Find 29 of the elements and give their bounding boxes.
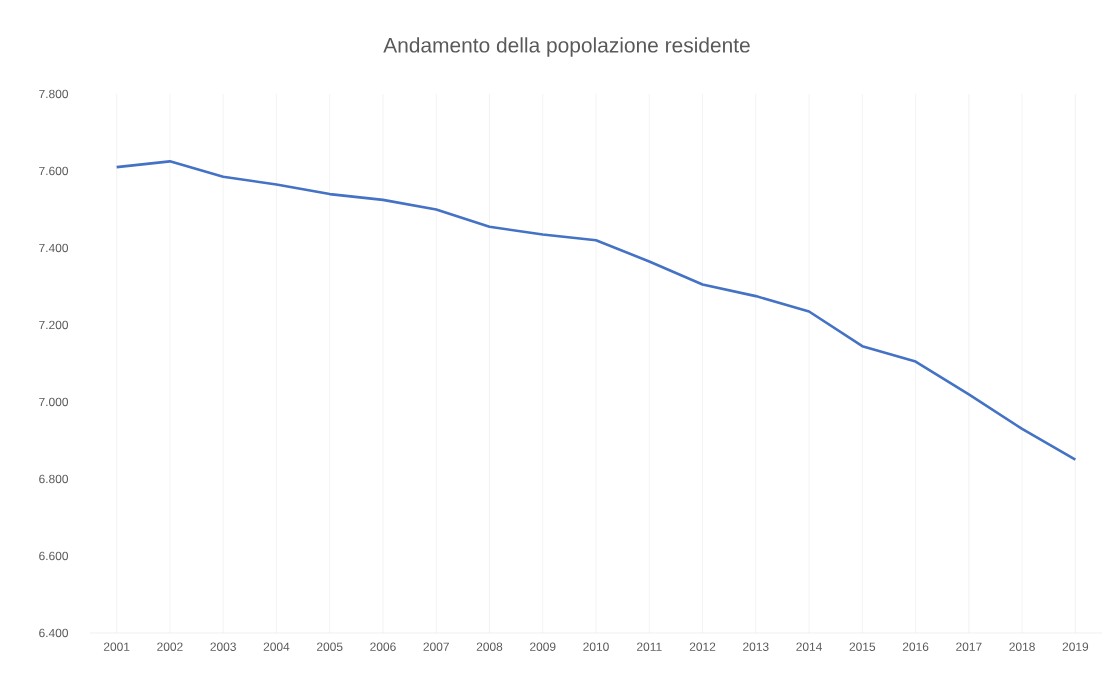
x-tick-label: 2009 xyxy=(530,642,556,651)
y-tick-label: 7.800 xyxy=(39,89,69,99)
y-tick-label: 6.800 xyxy=(39,474,69,484)
chart-title: Andamento della popolazione residente xyxy=(383,37,750,57)
x-tick-label: 2015 xyxy=(849,642,876,651)
y-tick-label: 7.000 xyxy=(39,397,69,407)
x-tick-label: 2010 xyxy=(583,642,609,651)
x-tick-label: 2004 xyxy=(263,642,290,651)
y-tick-label: 7.200 xyxy=(39,320,69,330)
x-tick-label: 2016 xyxy=(902,642,929,651)
y-tick-label: 6.400 xyxy=(39,628,69,638)
x-tick-label: 2017 xyxy=(956,642,982,651)
y-tick-label: 7.400 xyxy=(39,243,69,253)
y-tick-label: 6.600 xyxy=(39,551,69,561)
x-tick-label: 2019 xyxy=(1062,642,1089,651)
x-tick-label: 2001 xyxy=(103,642,130,651)
x-tick-label: 2003 xyxy=(210,642,236,651)
line-series xyxy=(115,160,1077,462)
x-tick-label: 2008 xyxy=(476,642,503,651)
x-tick-label: 2012 xyxy=(689,642,716,651)
x-tick-label: 2005 xyxy=(316,642,343,651)
x-tick-label: 2013 xyxy=(743,642,769,651)
x-tick-label: 2011 xyxy=(637,642,662,651)
x-tick-label: 2006 xyxy=(370,642,396,651)
x-tick-label: 2007 xyxy=(423,642,449,651)
y-tick-label: 7.600 xyxy=(39,166,69,176)
x-tick-label: 2018 xyxy=(1009,642,1035,651)
x-tick-label: 2002 xyxy=(157,642,183,651)
x-tick-label: 2014 xyxy=(796,642,822,651)
